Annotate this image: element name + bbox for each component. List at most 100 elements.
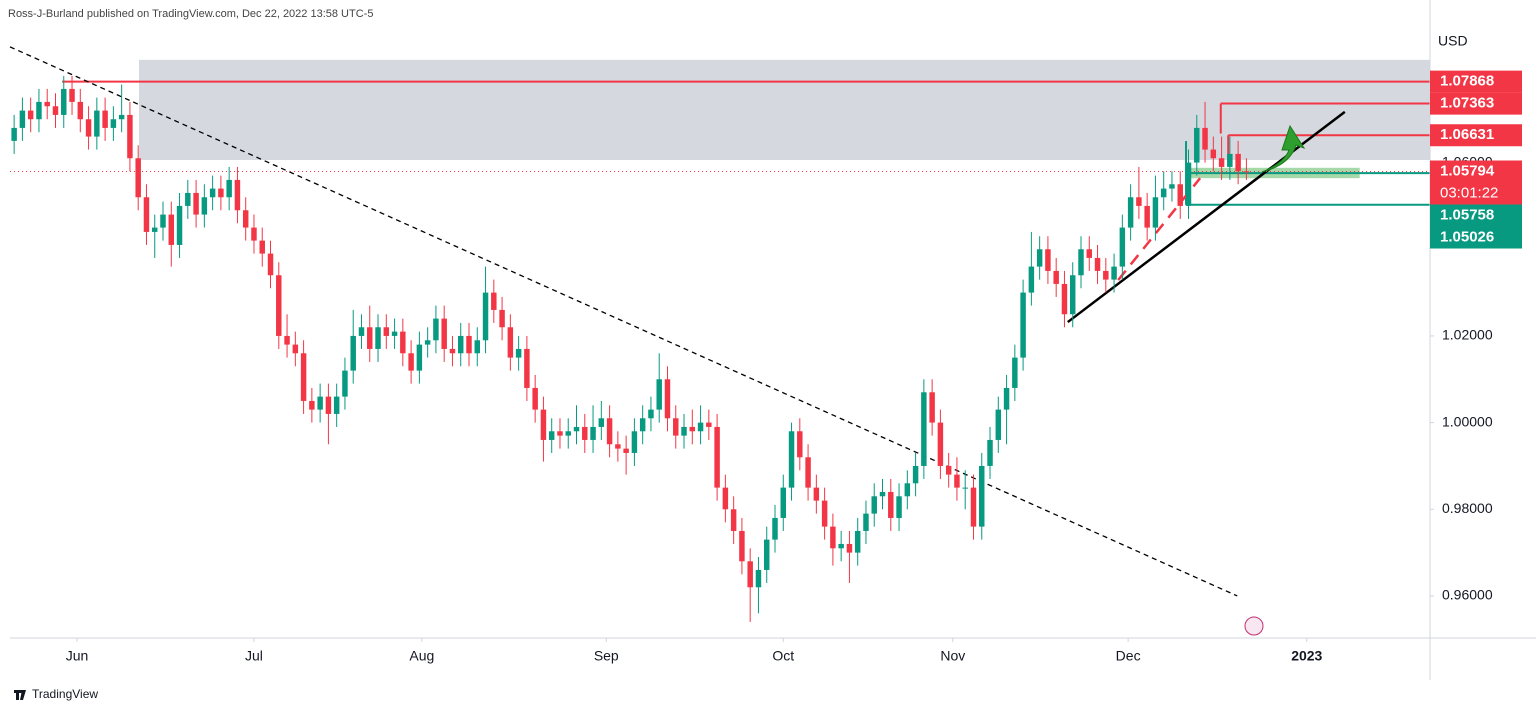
x-tick-label: Aug: [409, 648, 434, 664]
candle-body: [1136, 197, 1142, 206]
candle-body: [1020, 292, 1026, 358]
candle-body: [1210, 149, 1217, 159]
candle-body: [61, 88, 67, 115]
candle-body: [433, 318, 439, 341]
candle-body: [1036, 249, 1043, 267]
candle-body: [615, 444, 621, 449]
candle-body: [317, 396, 323, 410]
price-label-box: [1430, 226, 1522, 249]
candle-body: [945, 465, 952, 475]
candle-body: [995, 409, 1002, 440]
price-label-box: [1430, 160, 1522, 205]
candle-body: [474, 340, 480, 354]
candle-body: [1012, 357, 1018, 388]
candle-body: [1227, 153, 1233, 167]
candle-body: [1053, 270, 1059, 284]
candle-body: [94, 110, 100, 137]
candle-body: [52, 106, 59, 115]
candle-body: [830, 526, 836, 549]
candle-body: [664, 379, 671, 419]
x-tick-label: Jun: [66, 648, 89, 664]
candle-body: [259, 240, 265, 254]
candle-body: [176, 205, 183, 245]
price-label-box: [1430, 92, 1522, 115]
x-tick-label: Dec: [1116, 648, 1141, 664]
x-tick-label: Jul: [245, 648, 263, 664]
price-label-box: [1430, 204, 1522, 227]
candle-body: [888, 491, 894, 518]
candle-body: [499, 309, 505, 328]
candle-body: [838, 543, 844, 549]
trendline: [9, 46, 1238, 597]
candle-body: [1061, 283, 1068, 315]
candle-body: [797, 431, 803, 458]
candle-body: [582, 426, 588, 440]
candle-body: [110, 119, 117, 128]
candle-body: [457, 335, 464, 354]
candle-body: [1218, 158, 1225, 167]
candle-body: [36, 101, 42, 120]
candle-body: [714, 426, 720, 488]
candle-body: [1069, 275, 1076, 315]
candle-body: [846, 543, 853, 553]
y-tick-label: 0.96000: [1442, 587, 1493, 603]
candle-body: [300, 353, 307, 401]
candle-body: [449, 348, 456, 354]
candle-body: [135, 158, 141, 198]
candle-body: [863, 513, 869, 531]
candle-body: [1078, 249, 1084, 276]
candle-body: [681, 426, 687, 436]
candle-body: [226, 179, 232, 198]
candle-body: [85, 119, 92, 137]
candle-body: [747, 561, 753, 588]
countdown: 03:01:22: [1440, 184, 1498, 201]
candle-body: [805, 457, 811, 488]
candle-body: [656, 379, 662, 410]
price-label: 1.07363: [1440, 95, 1494, 112]
candle-body: [482, 292, 489, 341]
candle-body: [267, 253, 274, 276]
candle-body: [507, 327, 514, 358]
event-icon: [1244, 616, 1264, 636]
candle-body: [143, 197, 150, 232]
candle-body: [515, 348, 522, 358]
candle-body: [1094, 257, 1101, 271]
candle-body: [639, 418, 646, 432]
candle-body: [1235, 153, 1241, 172]
y-tick-label: 1.02000: [1442, 327, 1493, 343]
candle-body: [772, 517, 778, 540]
plot-area: [9, 46, 1430, 622]
candle-body: [367, 327, 373, 349]
candle-body: [979, 465, 985, 527]
candle-body: [755, 569, 762, 588]
candle-body: [358, 327, 365, 336]
candle-body: [325, 396, 332, 414]
candle-body: [548, 431, 555, 440]
candle-body: [375, 327, 381, 349]
candle-body: [1119, 227, 1126, 267]
candle-body: [540, 409, 547, 440]
candle-body: [209, 188, 216, 198]
price-label-box: [1430, 70, 1522, 93]
zone: [139, 59, 1430, 160]
currency-label: USD: [1438, 33, 1468, 49]
candle-body: [565, 431, 571, 436]
candle-body: [342, 370, 348, 397]
candle-body: [879, 491, 886, 497]
candle-body: [185, 192, 191, 206]
candle-body: [896, 496, 902, 518]
x-tick-label: Sep: [594, 648, 619, 664]
candle-body: [648, 409, 654, 419]
candle-body: [954, 474, 960, 488]
candle-body: [1202, 127, 1208, 150]
candle-body: [524, 348, 530, 388]
candle-body: [350, 335, 356, 371]
candle-body: [383, 327, 390, 336]
candle-body: [102, 110, 108, 128]
candle-body: [730, 509, 737, 531]
candle-body: [127, 114, 133, 159]
candle-body: [292, 344, 299, 354]
candle-body: [1194, 127, 1200, 163]
candle-body: [813, 487, 820, 501]
